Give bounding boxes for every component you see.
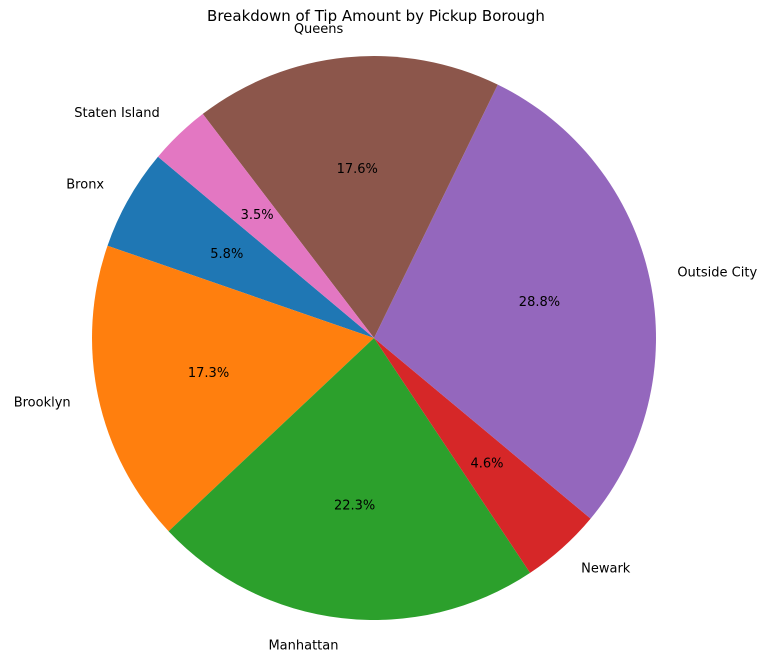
category-label-staten-island: Staten Island <box>74 106 159 121</box>
pct-label-queens: 17.6% <box>337 162 378 177</box>
category-label-manhattan: Manhattan <box>268 639 338 654</box>
category-label-bronx: Bronx <box>66 178 104 193</box>
pct-label-bronx: 5.8% <box>210 247 243 262</box>
pie-slices <box>91 55 656 620</box>
pct-label-staten-island: 3.5% <box>241 208 274 223</box>
category-label-newark: Newark <box>581 561 631 576</box>
pct-label-manhattan: 22.3% <box>334 499 375 514</box>
pie-slice-bronx <box>107 156 375 338</box>
category-label-outside-city: Outside City <box>677 266 757 281</box>
category-label-brooklyn: Brooklyn <box>14 395 71 410</box>
pie-slice-queens <box>202 55 498 338</box>
category-label-queens: Queens <box>294 22 344 37</box>
pie-slice-newark <box>374 338 591 573</box>
pct-label-newark: 4.6% <box>470 456 503 471</box>
pct-label-brooklyn: 17.3% <box>188 366 229 381</box>
chart-title: Breakdown of Tip Amount by Pickup Boroug… <box>207 7 545 25</box>
pie-slice-outside-city <box>374 84 656 519</box>
pie-labels: 5.8% Bronx 17.3% Brooklyn 22.3% Manhattan 4.6%… <box>14 22 758 654</box>
pie-slice-manhattan <box>168 338 531 620</box>
pct-label-outside-city: 28.8% <box>519 295 560 310</box>
pie-slice-brooklyn <box>91 245 375 532</box>
pie-slice-staten-island <box>157 113 374 338</box>
